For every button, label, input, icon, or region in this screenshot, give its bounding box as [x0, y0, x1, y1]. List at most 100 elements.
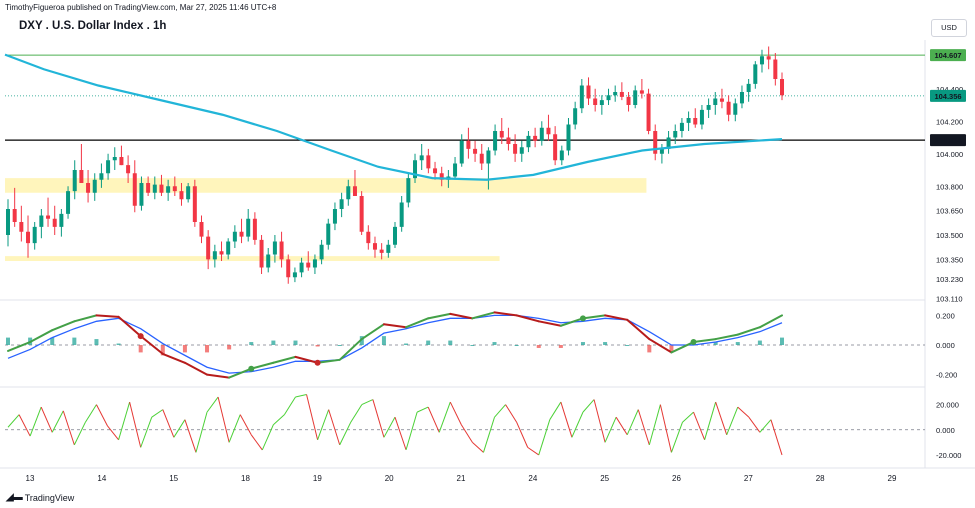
candle-body	[619, 92, 624, 97]
oscillator-fast-segment	[250, 361, 275, 370]
candle-body	[292, 272, 297, 278]
oscillator-fast-segment	[183, 361, 209, 376]
candle-body	[766, 56, 771, 60]
oscillator-histogram-bar	[381, 336, 386, 345]
momentum-line-segment	[472, 441, 484, 453]
momentum-line-segment	[416, 406, 429, 413]
momentum-line-segment	[206, 396, 219, 413]
oscillator-fast-segment	[161, 352, 186, 364]
momentum-line-segment	[670, 422, 683, 453]
candle-body	[272, 241, 277, 255]
momentum-line-segment	[51, 410, 64, 433]
momentum-line-segment	[107, 425, 119, 441]
oscillator-histogram-bar	[6, 337, 10, 345]
candle-body	[212, 251, 217, 260]
candle-body	[479, 153, 484, 164]
candle-body	[386, 244, 391, 253]
candle-body	[733, 103, 738, 115]
momentum-line-segment	[549, 401, 562, 420]
candle-body	[392, 226, 398, 245]
oscillator-histogram-bar	[757, 340, 762, 345]
oscillator-histogram-bar	[603, 342, 608, 345]
time-axis-label: 20	[385, 474, 394, 483]
momentum-line-segment	[571, 411, 584, 438]
oscillator-histogram-bar	[625, 345, 630, 346]
candle-body	[493, 131, 498, 151]
currency-button[interactable]: USD	[931, 19, 967, 37]
oscillator-histogram-bar	[404, 343, 409, 345]
price-tick-label: 103.230	[936, 275, 963, 284]
price-tick-label: 103.350	[936, 255, 963, 264]
oscillator-tick-label: -0.200	[936, 371, 957, 380]
candle-body	[126, 165, 131, 174]
symbol-title[interactable]: DXY . U.S. Dollar Index . 1h	[19, 20, 167, 32]
support-zone	[5, 178, 647, 193]
support-price-label-bg	[930, 134, 966, 147]
candle-body	[526, 135, 531, 148]
momentum-line-segment	[682, 411, 694, 423]
oscillator-fast-segment	[559, 317, 584, 327]
oscillator-histogram-bar	[293, 340, 298, 345]
candle-body	[319, 244, 324, 260]
momentum-line-segment	[560, 401, 573, 438]
momentum-line-segment	[460, 424, 473, 443]
oscillator-histogram-bar	[669, 345, 674, 353]
momentum-line-segment	[151, 409, 164, 418]
oscillator-histogram-bar	[315, 345, 320, 347]
candle-body	[152, 184, 157, 193]
momentum-tick-label: -20.000	[936, 451, 961, 460]
time-axis-label: 19	[313, 474, 322, 483]
candle-body	[186, 186, 191, 200]
candle-body	[646, 93, 651, 131]
candle-body	[599, 100, 604, 105]
oscillator-fast-segment	[338, 338, 363, 361]
momentum-line-segment	[704, 401, 717, 440]
candle-body	[699, 109, 704, 125]
oscillator-fast-segment	[626, 318, 651, 341]
candle-body	[399, 202, 404, 227]
oscillator-fast-segment	[117, 315, 142, 338]
oscillator-histogram-bar	[492, 342, 497, 345]
candle-body	[132, 173, 137, 206]
candle-body	[332, 209, 337, 224]
momentum-tick-label: 0.000	[936, 426, 955, 435]
publisher-line: TimothyFigueroa published on TradingView…	[5, 3, 277, 12]
candle-body	[312, 259, 317, 268]
candle-body	[679, 122, 684, 131]
moving-average-line	[4, 53, 783, 181]
candle-body	[5, 209, 11, 235]
candle-body	[519, 147, 524, 154]
support-zone	[5, 256, 500, 261]
momentum-line-segment	[173, 419, 186, 438]
candle-body	[159, 184, 164, 193]
candle-body	[746, 83, 751, 92]
candle-body	[32, 226, 37, 244]
oscillator-histogram-bar	[735, 342, 740, 345]
time-axis-label: 26	[672, 474, 681, 483]
oscillator-fast-segment	[670, 341, 695, 354]
candle-body	[372, 243, 377, 250]
momentum-line-segment	[328, 409, 341, 446]
momentum-line-segment	[339, 421, 352, 446]
candle-body	[719, 98, 724, 102]
candle-body	[633, 90, 638, 105]
candle-body	[686, 118, 691, 123]
momentum-line-segment	[427, 406, 440, 433]
momentum-line-segment	[626, 409, 639, 435]
candle-body	[406, 178, 411, 203]
candle-body	[352, 186, 357, 196]
momentum-line-segment	[516, 422, 529, 448]
candle-body	[466, 140, 471, 149]
momentum-line-segment	[96, 404, 108, 427]
oscillator-histogram-bar	[116, 343, 121, 345]
momentum-line-segment	[361, 399, 374, 406]
oscillator-fast-segment	[449, 312, 474, 320]
oscillator-histogram-bar	[271, 340, 276, 345]
momentum-line-segment	[350, 404, 363, 423]
oscillator-fast-segment	[648, 338, 673, 354]
momentum-line-segment	[538, 419, 551, 456]
candle-body	[86, 183, 91, 193]
candle-body	[586, 85, 591, 99]
tradingview-brand[interactable]: ◢▬ TradingView	[6, 492, 74, 503]
